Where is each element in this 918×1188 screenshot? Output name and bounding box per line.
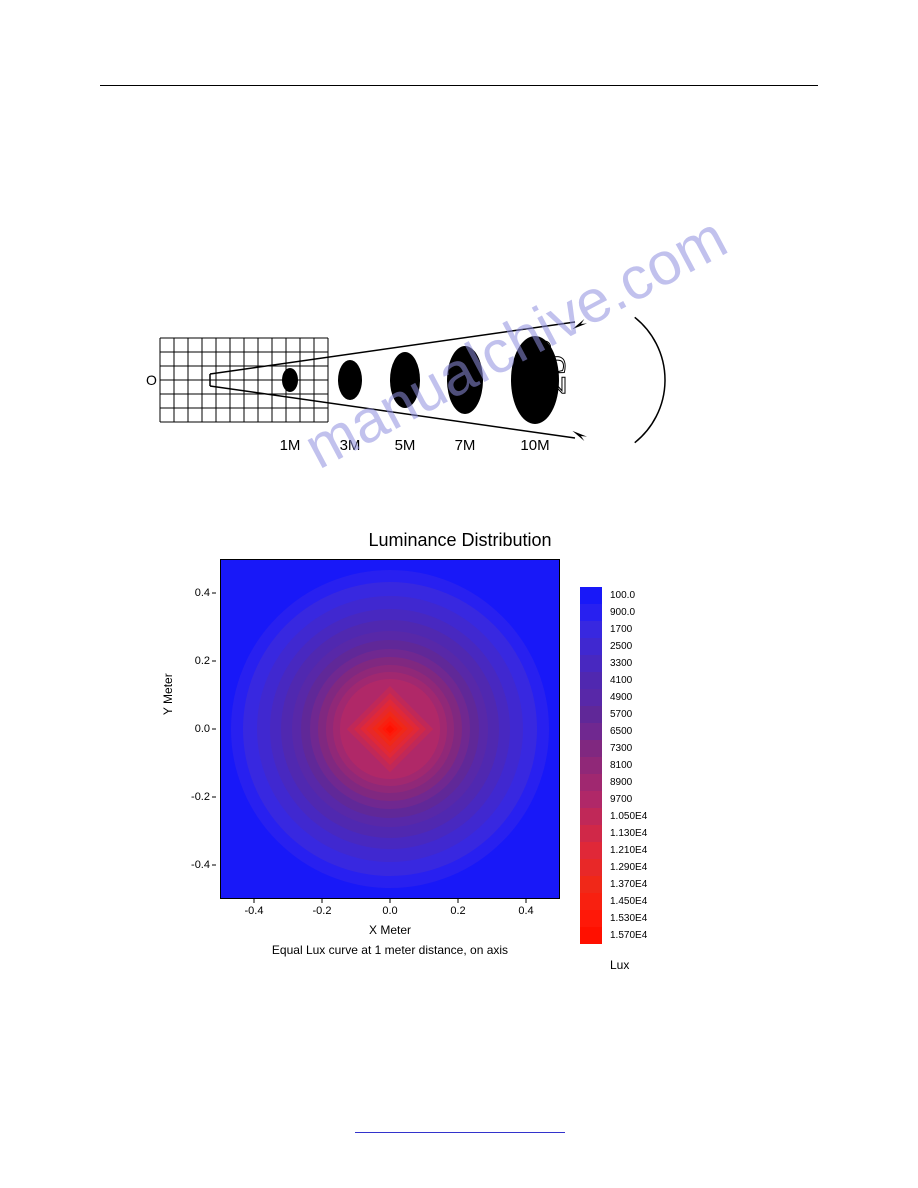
- legend-row: 900.0: [580, 604, 647, 621]
- svg-text:25°: 25°: [529, 339, 574, 395]
- x-tick-label: -0.4: [245, 905, 264, 917]
- legend-row: 9700: [580, 791, 647, 808]
- luminance-legend: 100.0 900.0 1700 2500 3300 4100 4900 5700 6500 73…: [580, 559, 647, 972]
- beam-spread-diagram: O 1M 3M 5M 7M 10M 25°: [130, 310, 690, 470]
- legend-value: 1700: [610, 624, 632, 635]
- legend-value: 9700: [610, 794, 632, 805]
- luminance-plot: Y Meter -0.4-0.20.00.20.4 -0.4-0.20.00.2…: [180, 559, 560, 957]
- y-tick-label: 0.4: [195, 587, 210, 599]
- legend-swatch: [580, 587, 602, 604]
- legend-swatch: [580, 672, 602, 689]
- legend-row: 100.0: [580, 587, 647, 604]
- legend-value: 8900: [610, 777, 632, 788]
- bottom-rule: [355, 1132, 565, 1133]
- x-axis-ticks: -0.4 -0.2 0.0 0.2 0.4: [220, 899, 560, 919]
- legend-value: 8100: [610, 760, 632, 771]
- svg-text:1M: 1M: [280, 437, 301, 454]
- legend-value: 1.570E4: [610, 930, 647, 941]
- y-axis-ticks: -0.4 -0.2 0.0 0.2 0.4: [180, 559, 216, 899]
- legend-row: 6500: [580, 723, 647, 740]
- legend-value: 2500: [610, 641, 632, 652]
- legend-swatch: [580, 927, 602, 944]
- legend-row: 1700: [580, 621, 647, 638]
- y-tick-label: 0.2: [195, 655, 210, 667]
- y-tick-label: -0.2: [191, 791, 210, 803]
- legend-row: 4100: [580, 672, 647, 689]
- legend-value: 1.130E4: [610, 828, 647, 839]
- legend-value: 100.0: [610, 590, 635, 601]
- luminance-figure: Luminance Distribution Y Meter -0.4-0.20…: [180, 530, 740, 972]
- legend-value: 4100: [610, 675, 632, 686]
- legend-unit: Lux: [610, 958, 647, 972]
- legend-row: 4900: [580, 689, 647, 706]
- y-tick-label: 0.0: [195, 723, 210, 735]
- svg-text:5M: 5M: [395, 437, 416, 454]
- contour-plot-area: [220, 559, 560, 899]
- legend-swatch: [580, 638, 602, 655]
- legend-swatch: [580, 791, 602, 808]
- legend-swatch: [580, 859, 602, 876]
- x-axis-label: X Meter: [220, 923, 560, 937]
- svg-text:O: O: [146, 372, 157, 388]
- legend-row: 1.530E4: [580, 910, 647, 927]
- legend-swatch: [580, 740, 602, 757]
- legend-swatch: [580, 604, 602, 621]
- luminance-title: Luminance Distribution: [180, 530, 740, 551]
- legend-row: 1.210E4: [580, 842, 647, 859]
- legend-row: 1.130E4: [580, 825, 647, 842]
- legend-row: 2500: [580, 638, 647, 655]
- legend-value: 1.290E4: [610, 862, 647, 873]
- legend-row: 1.570E4: [580, 927, 647, 944]
- legend-value: 1.370E4: [610, 879, 647, 890]
- legend-swatch: [580, 842, 602, 859]
- legend-swatch: [580, 774, 602, 791]
- legend-value: 6500: [610, 726, 632, 737]
- x-tick-label: 0.2: [450, 905, 465, 917]
- legend-swatch: [580, 689, 602, 706]
- legend-value: 900.0: [610, 607, 635, 618]
- legend-row: 8900: [580, 774, 647, 791]
- legend-value: 4900: [610, 692, 632, 703]
- legend-value: 1.050E4: [610, 811, 647, 822]
- legend-row: 1.290E4: [580, 859, 647, 876]
- legend-row: 1.370E4: [580, 876, 647, 893]
- legend-swatch: [580, 893, 602, 910]
- legend-row: 7300: [580, 740, 647, 757]
- legend-row: 5700: [580, 706, 647, 723]
- x-tick-label: -0.2: [313, 905, 332, 917]
- legend-value: 7300: [610, 743, 632, 754]
- legend-swatch: [580, 621, 602, 638]
- legend-value: 1.450E4: [610, 896, 647, 907]
- legend-row: 8100: [580, 757, 647, 774]
- legend-value: 1.530E4: [610, 913, 647, 924]
- legend-swatch: [580, 723, 602, 740]
- top-rule: [100, 85, 818, 86]
- legend-value: 3300: [610, 658, 632, 669]
- legend-row: 3300: [580, 655, 647, 672]
- luminance-caption: Equal Lux curve at 1 meter distance, on …: [220, 943, 560, 957]
- x-tick-label: 0.0: [382, 905, 397, 917]
- legend-swatch: [580, 757, 602, 774]
- svg-text:10M: 10M: [520, 437, 549, 454]
- legend-value: 1.210E4: [610, 845, 647, 856]
- legend-swatch: [580, 910, 602, 927]
- legend-swatch: [580, 825, 602, 842]
- x-tick-label: 0.4: [518, 905, 533, 917]
- legend-row: 1.050E4: [580, 808, 647, 825]
- legend-value: 5700: [610, 709, 632, 720]
- legend-swatch: [580, 876, 602, 893]
- legend-row: 1.450E4: [580, 893, 647, 910]
- y-axis-label: Y Meter: [161, 673, 175, 715]
- svg-text:7M: 7M: [455, 437, 476, 454]
- legend-swatch: [580, 706, 602, 723]
- legend-swatch: [580, 655, 602, 672]
- y-tick-label: -0.4: [191, 859, 210, 871]
- legend-swatch: [580, 808, 602, 825]
- svg-text:3M: 3M: [340, 437, 361, 454]
